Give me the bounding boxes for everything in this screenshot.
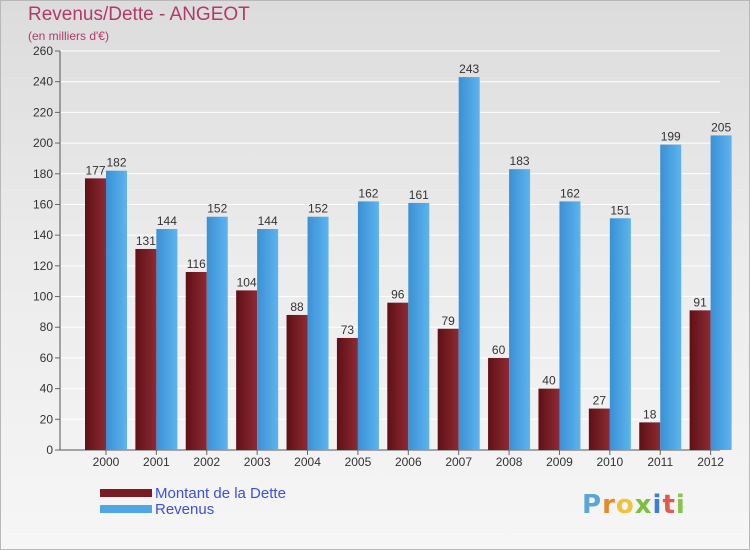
y-tick-label: 20 xyxy=(40,412,54,426)
data-label-debt: 18 xyxy=(643,407,657,421)
y-tick-label: 180 xyxy=(33,167,53,181)
x-tick-label: 2009 xyxy=(546,455,573,469)
data-label-revenue: 162 xyxy=(358,186,378,200)
y-tick-label: 80 xyxy=(40,320,54,334)
data-label-revenue: 205 xyxy=(711,120,731,134)
legend-swatch-revenue xyxy=(100,505,152,513)
logo-letter: x xyxy=(634,490,653,520)
legend-label-revenue: Revenus xyxy=(155,501,215,518)
data-label-revenue: 243 xyxy=(459,62,479,76)
bar-debt xyxy=(387,302,409,450)
bar-revenue xyxy=(357,201,379,450)
data-label-debt: 60 xyxy=(492,343,506,357)
legend-label-debt: Montant de la Dette xyxy=(155,485,286,502)
x-tick-label: 2007 xyxy=(445,455,472,469)
x-tick-label: 2008 xyxy=(496,455,523,469)
x-tick-label: 2005 xyxy=(345,455,372,469)
x-tick-label: 2011 xyxy=(647,455,673,469)
data-label-debt: 96 xyxy=(391,288,405,302)
bar-debt xyxy=(488,357,510,450)
chart-title: Revenus/Dette - ANGEOT xyxy=(28,4,250,25)
data-label-debt: 88 xyxy=(290,300,304,314)
y-tick-label: 40 xyxy=(40,382,54,396)
bar-debt xyxy=(85,178,106,450)
bar-revenue xyxy=(609,218,631,450)
y-tick-label: 120 xyxy=(33,259,53,273)
data-label-debt: 79 xyxy=(442,314,456,328)
bar-debt xyxy=(639,422,661,450)
logo-letter: i xyxy=(675,490,686,520)
data-label-debt: 177 xyxy=(85,163,105,177)
bar-revenue xyxy=(257,229,279,450)
bar-revenue xyxy=(509,169,531,450)
x-tick-label: 2012 xyxy=(697,455,724,469)
proxiti-logo: Proxiti xyxy=(582,490,686,520)
data-label-debt: 91 xyxy=(693,295,707,309)
x-tick-label: 2002 xyxy=(193,455,220,469)
bar-revenue xyxy=(559,201,581,450)
y-tick-label: 0 xyxy=(46,443,53,457)
y-tick-label: 100 xyxy=(33,290,53,304)
y-tick-label: 240 xyxy=(33,75,53,89)
data-label-revenue: 199 xyxy=(661,130,681,144)
data-label-debt: 104 xyxy=(237,275,257,289)
bar-revenue xyxy=(206,216,228,450)
logo-letter: i xyxy=(652,490,663,520)
logo-letter: P xyxy=(582,490,603,520)
logo-letter: r xyxy=(602,490,616,520)
bar-debt xyxy=(437,328,459,450)
data-label-debt: 40 xyxy=(542,374,556,388)
bar-revenue xyxy=(660,144,682,450)
data-label-revenue: 183 xyxy=(510,154,530,168)
data-label-revenue: 182 xyxy=(106,156,126,170)
data-label-revenue: 162 xyxy=(560,186,580,200)
logo-letter: t xyxy=(662,490,676,520)
data-label-debt: 131 xyxy=(136,234,156,248)
data-label-debt: 73 xyxy=(341,323,355,337)
y-tick-label: 60 xyxy=(40,351,54,365)
bar-revenue xyxy=(408,202,430,450)
y-tick-label: 220 xyxy=(33,105,53,119)
data-label-revenue: 144 xyxy=(258,214,278,228)
bar-revenue xyxy=(307,216,329,450)
bar-debt xyxy=(538,388,560,450)
bar-debt xyxy=(286,314,308,450)
bar-debt xyxy=(336,337,358,450)
data-label-revenue: 152 xyxy=(308,202,328,216)
y-tick-label: 260 xyxy=(33,44,53,58)
logo-letter: o xyxy=(615,490,635,520)
x-tick-label: 2003 xyxy=(244,455,271,469)
bar-revenue xyxy=(156,229,178,450)
data-label-revenue: 151 xyxy=(610,203,630,217)
x-tick-label: 2001 xyxy=(143,455,170,469)
bar-debt xyxy=(588,408,610,450)
bar-debt xyxy=(185,271,207,450)
bar-revenue xyxy=(106,170,127,450)
bar-revenue xyxy=(458,77,480,450)
y-tick-label: 160 xyxy=(33,197,53,211)
bar-debt xyxy=(135,248,157,450)
y-tick-label: 200 xyxy=(33,136,53,150)
x-tick-label: 2000 xyxy=(93,455,120,469)
legend-swatch-debt xyxy=(100,489,152,497)
chart-subtitle: (en milliers d'€) xyxy=(28,29,109,43)
data-label-debt: 116 xyxy=(187,257,206,271)
x-tick-label: 2004 xyxy=(294,455,321,469)
bar-debt xyxy=(236,290,258,450)
data-label-revenue: 152 xyxy=(207,202,227,216)
data-label-revenue: 161 xyxy=(409,188,429,202)
x-tick-label: 2010 xyxy=(596,455,623,469)
bar-debt xyxy=(689,310,711,450)
data-label-debt: 27 xyxy=(593,394,607,408)
y-tick-label: 140 xyxy=(33,228,53,242)
data-label-revenue: 144 xyxy=(157,214,177,228)
x-tick-label: 2006 xyxy=(395,455,422,469)
bar-revenue xyxy=(710,135,732,450)
